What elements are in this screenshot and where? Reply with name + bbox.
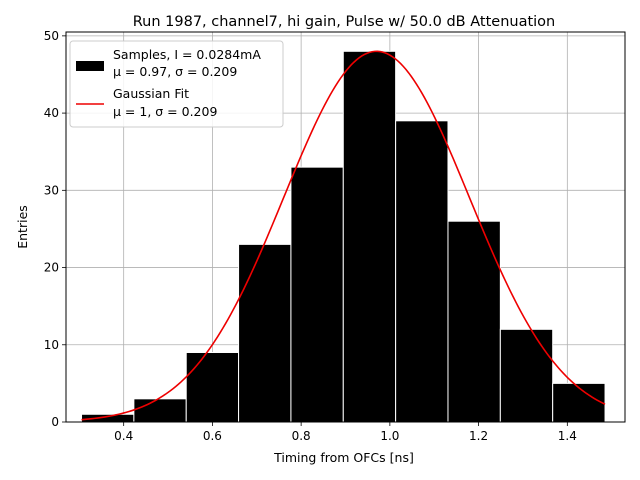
y-axis-label: Entries [15, 205, 30, 249]
x-tick-label: 1.2 [469, 429, 488, 443]
y-tick-label: 30 [44, 183, 59, 197]
histogram-bar [342, 50, 397, 423]
chart-title: Run 1987, channel7, hi gain, Pulse w/ 50… [133, 14, 556, 30]
gaussian-fit-curve [81, 50, 606, 421]
histogram-bar [447, 220, 501, 423]
legend-fit-label: Gaussian Fit [113, 86, 189, 101]
histogram-bar [238, 243, 292, 423]
histogram-bar [290, 166, 344, 423]
x-tick-label: 0.6 [203, 429, 222, 443]
y-tick-label: 20 [44, 261, 59, 275]
y-tick-label: 10 [44, 338, 59, 352]
x-tick-label: 1.4 [558, 429, 577, 443]
y-tick-label: 0 [51, 415, 59, 429]
plot-frame [65, 31, 626, 423]
y-tick-label: 40 [44, 106, 59, 120]
histogram-bar [499, 328, 554, 423]
histogram-bar [552, 382, 606, 423]
histogram-bar [133, 398, 187, 423]
histogram-bar [185, 351, 240, 423]
x-tick-label: 0.8 [292, 429, 311, 443]
x-tick-label: 0.4 [114, 429, 133, 443]
x-tick-label: 1.0 [380, 429, 399, 443]
axis-ticks: 0.4 0.6 0.8 1.0 1.2 1.4 0 10 20 30 40 50 [44, 29, 577, 443]
legend-samples-detail: μ = 0.97, σ = 0.209 [113, 64, 237, 79]
y-tick-label: 50 [44, 29, 59, 43]
histogram-bar [395, 120, 449, 423]
histogram-bars [81, 50, 606, 423]
legend-box [69, 40, 284, 128]
legend: Samples, I = 0.0284mA μ = 0.97, σ = 0.20… [69, 40, 284, 128]
legend-fit-detail: μ = 1, σ = 0.209 [113, 104, 217, 119]
legend-samples-label: Samples, I = 0.0284mA [113, 47, 261, 62]
x-axis-label: Timing from OFCs [ns] [273, 450, 414, 465]
legend-samples-swatch [76, 61, 104, 71]
